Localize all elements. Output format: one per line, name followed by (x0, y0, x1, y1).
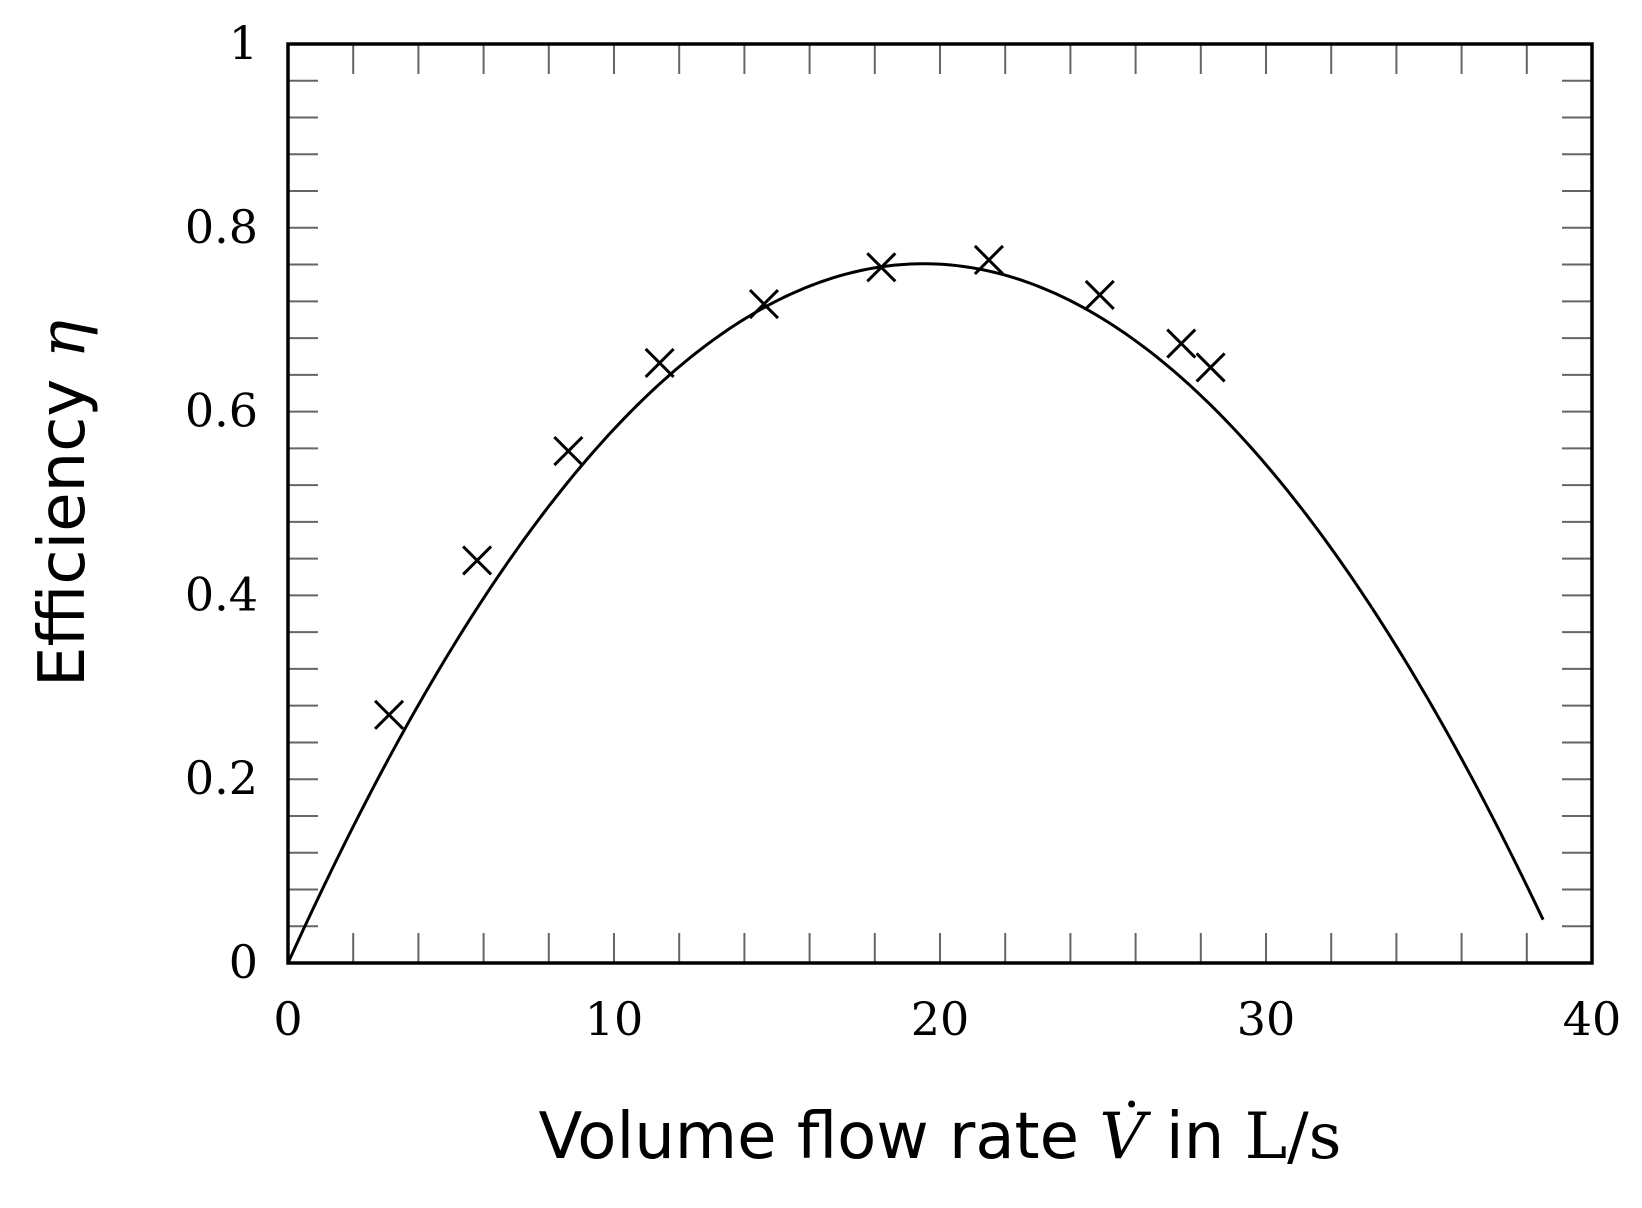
fit-curve (286, 262, 1545, 964)
y-tick-label: 0.6 (185, 384, 258, 438)
x-axis-unit: L/s (1245, 1100, 1342, 1174)
marker-stroke (973, 244, 1004, 276)
x-axis-symbol: V (1099, 1100, 1151, 1174)
marker-stroke (748, 289, 780, 320)
marker-stroke (373, 699, 405, 730)
marker-stroke (866, 252, 897, 283)
x-tick-label: 20 (911, 992, 970, 1046)
data-point-marker (553, 436, 584, 467)
data-point-marker (748, 289, 780, 320)
marker-stroke (462, 545, 493, 576)
x-axis-title: Volume flow rate V in L/s (538, 1100, 1341, 1174)
data-point-marker (973, 244, 1004, 276)
x-axis-title-middle: in (1146, 1100, 1245, 1174)
marker-stroke (1166, 328, 1197, 359)
tick-labels: 0 10 20 30 40 0 0.2 0.4 0.6 0.8 1 (185, 16, 1621, 1046)
x-tick-label: 40 (1563, 992, 1622, 1046)
data-point-marker (644, 347, 675, 378)
minor-ticks (288, 44, 1592, 963)
data-point-marker (866, 252, 897, 283)
y-tick-label: 0.4 (185, 567, 258, 621)
marker-stroke (644, 347, 675, 378)
y-axis-title: Efficiency η (26, 320, 100, 687)
marker-stroke (1195, 352, 1226, 383)
data-point-marker (1166, 328, 1197, 359)
data-point-marker (1195, 352, 1226, 383)
x-axis-title-prefix: Volume flow rate (538, 1100, 1099, 1174)
x-tick-label: 0 (273, 992, 302, 1046)
plot-frame (286, 42, 1594, 965)
x-tick-label: 30 (1237, 992, 1296, 1046)
y-tick-label: 0.8 (185, 200, 258, 254)
y-tick-label: 0.2 (185, 751, 258, 805)
x-tick-label: 10 (585, 992, 644, 1046)
y-axis-symbol: η (26, 320, 100, 358)
data-point-marker (462, 545, 493, 576)
y-tick-label: 1 (229, 16, 258, 70)
data-point-marker (373, 699, 405, 730)
y-tick-label: 0 (229, 935, 258, 989)
y-axis-title-prefix: Efficiency (26, 358, 100, 687)
marker-stroke (1084, 279, 1115, 310)
data-point-marker (1084, 279, 1115, 310)
data-markers (373, 244, 1226, 730)
marker-stroke (553, 436, 584, 467)
x-axis-symbol-dot (1128, 1100, 1136, 1108)
